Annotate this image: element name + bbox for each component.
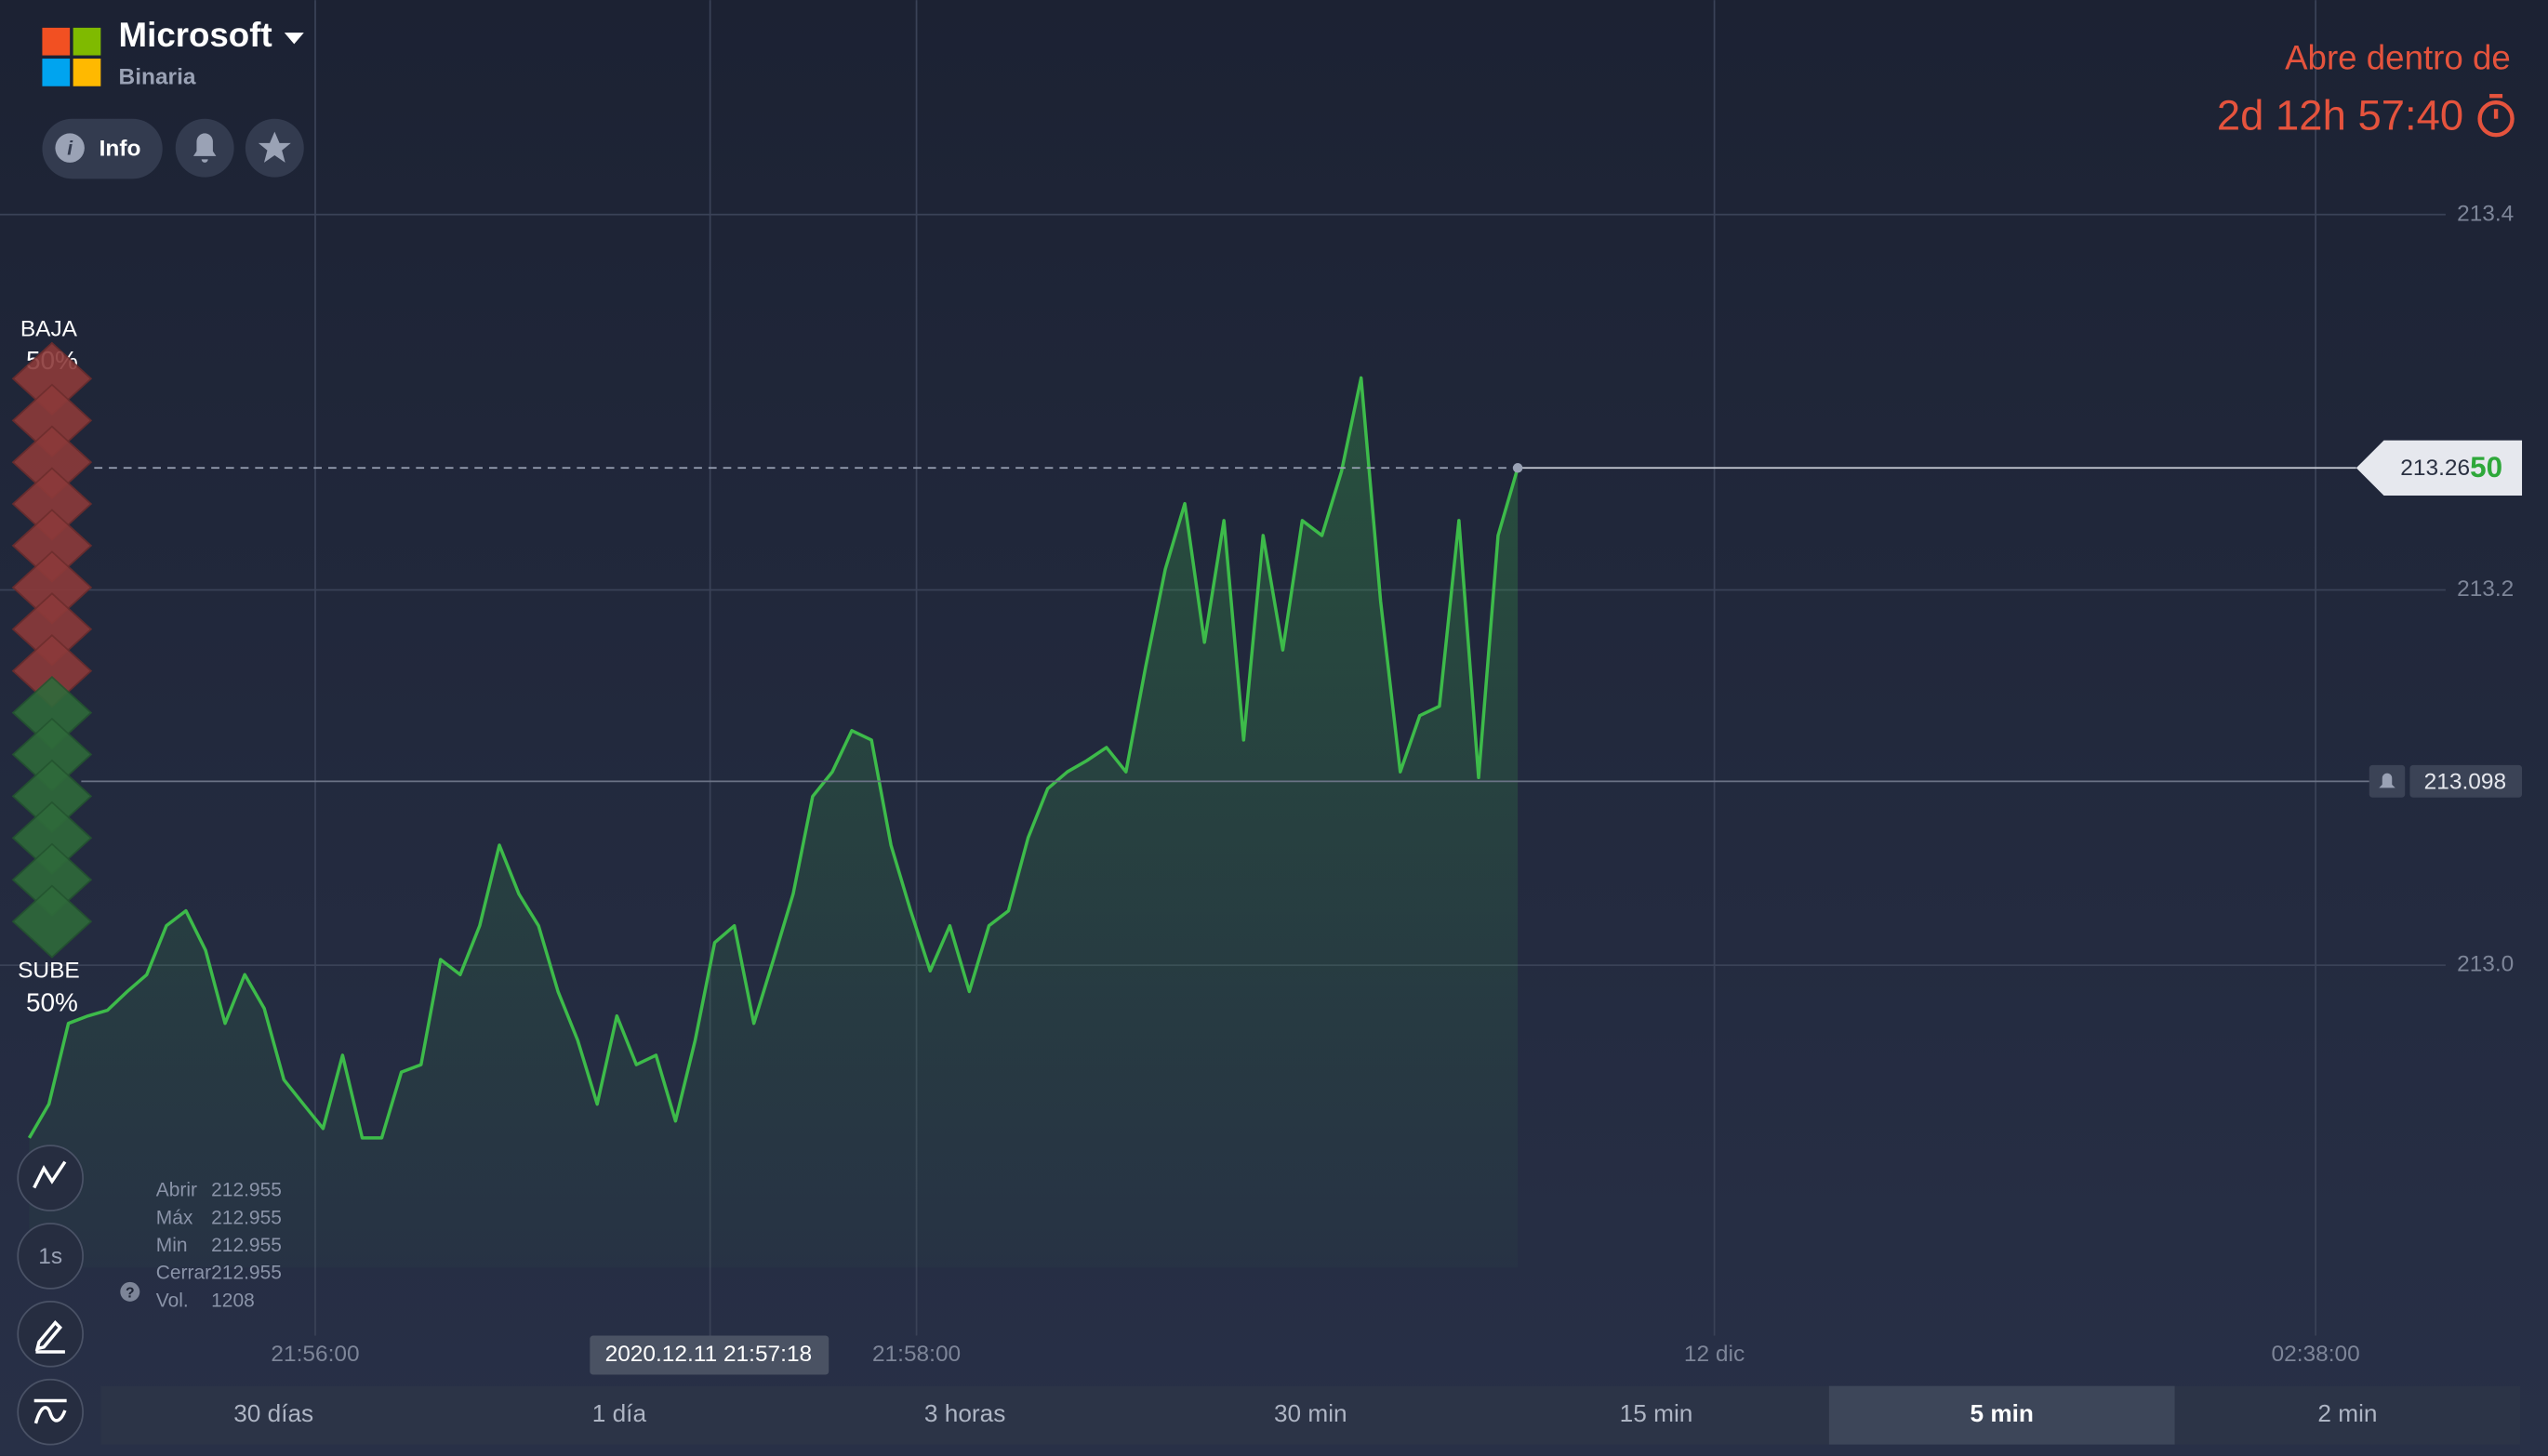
- sentiment-meter: BAJA 50% SUBE 50%: [11, 316, 93, 1016]
- info-label[interactable]: Info: [100, 136, 141, 161]
- alert-bell: [2379, 773, 2395, 788]
- asset-type: Binaria: [119, 64, 196, 89]
- plot: 213.2650 213.098: [27, 376, 2523, 1268]
- info-icon: [55, 133, 85, 163]
- price-line: [27, 376, 1520, 1140]
- ohlc-label: Vol.: [156, 1290, 189, 1311]
- timer-icon: [2477, 94, 2515, 138]
- timeframe-tab[interactable]: 30 días: [233, 1399, 313, 1427]
- help-glyph: ?: [126, 1285, 135, 1301]
- timeframe-tab[interactable]: 1 día: [592, 1399, 647, 1427]
- tool-button[interactable]: [17, 1223, 84, 1290]
- tool-icon: [34, 1319, 65, 1354]
- interval-tool[interactable]: 1s: [17, 1223, 84, 1290]
- timeframe-tab[interactable]: 30 min: [1274, 1399, 1347, 1427]
- timeframe-tab[interactable]: 2 min: [2317, 1399, 2377, 1427]
- help-icon[interactable]: [120, 1281, 140, 1302]
- timeframe-tab-selected[interactable]: [1828, 1385, 2175, 1445]
- info-glyph: i: [67, 138, 73, 159]
- ohlc-label: Máx: [156, 1207, 193, 1228]
- opens-label: Abre dentro de: [2285, 38, 2511, 76]
- ohlc-label: Abrir: [156, 1180, 197, 1201]
- current-price-label: 213.2650: [2400, 451, 2502, 483]
- up-label: SUBE: [18, 959, 80, 984]
- x-tick-label: 21:56:00: [271, 1342, 359, 1367]
- alert-price-label: 213.098: [2424, 770, 2506, 795]
- chart-type-tool[interactable]: [17, 1145, 84, 1211]
- logo-tile: [73, 59, 101, 86]
- ohlc-value: 1208: [211, 1290, 255, 1311]
- price-tail: 50: [2470, 451, 2502, 483]
- tool-button[interactable]: [17, 1300, 84, 1368]
- alert-price-box: [2409, 764, 2523, 798]
- timeframe-tab[interactable]: 5 min: [1971, 1399, 2034, 1427]
- indicator-tool[interactable]: [17, 1378, 84, 1446]
- ohlc-value: 212.955: [211, 1263, 282, 1284]
- bell-icon: [192, 133, 217, 163]
- asset-name[interactable]: Microsoft: [119, 16, 272, 54]
- star-icon: [258, 131, 291, 163]
- timeframe-tab[interactable]: 15 min: [1620, 1399, 1693, 1427]
- tool-icon: [33, 1160, 67, 1189]
- current-point: [1512, 463, 1523, 473]
- ohlc-label: Min: [156, 1235, 188, 1256]
- ohlc-value: 212.955: [211, 1207, 282, 1228]
- price-main: 213.26: [2400, 456, 2470, 481]
- info-button[interactable]: i Info: [42, 118, 163, 179]
- timeframe-tab[interactable]: 3 horas: [924, 1399, 1005, 1427]
- sentiment-diamond: [11, 884, 93, 959]
- price-tag: [2356, 440, 2523, 496]
- dropdown-caret[interactable]: [284, 33, 304, 45]
- asset-header[interactable]: Microsoft Binaria: [42, 16, 304, 89]
- cursor-time-box: [590, 1335, 829, 1375]
- cursor-time: 2020.12.11 21:57:18: [605, 1342, 813, 1367]
- x-tick-label: 12 dic: [1684, 1342, 1745, 1367]
- countdown: 2d 12h 57:40: [2217, 92, 2463, 139]
- y-tick-label: 213.4: [2457, 201, 2514, 226]
- up-value: 50%: [26, 987, 78, 1016]
- x-tick-label: 21:58:00: [872, 1342, 961, 1367]
- logo-tile: [73, 27, 101, 56]
- ohlc-value: 212.955: [211, 1180, 282, 1201]
- alert-button[interactable]: [175, 118, 234, 178]
- interval-label[interactable]: 1s: [38, 1244, 62, 1269]
- logo-tile: [42, 59, 71, 86]
- y-tick-label: 213.2: [2457, 576, 2514, 602]
- timer-ring: [2477, 100, 2515, 138]
- timeframe-bar: 30 días 1 día 3 horas 30 min 15 min 5 min 2 mi…: [100, 1385, 2521, 1445]
- tool-icon: [33, 1398, 67, 1424]
- y-tick-label: 213.0: [2457, 952, 2514, 977]
- ohlc-value: 212.955: [211, 1235, 282, 1256]
- price-area: [29, 377, 1519, 1268]
- logo-tile: [42, 27, 71, 56]
- draw-tool[interactable]: [17, 1300, 84, 1368]
- down-label: BAJA: [20, 316, 78, 341]
- ohlc-label: Cerrar: [156, 1263, 211, 1284]
- x-tick-label: 02:38:00: [2272, 1342, 2360, 1367]
- favorite-button[interactable]: [245, 118, 304, 178]
